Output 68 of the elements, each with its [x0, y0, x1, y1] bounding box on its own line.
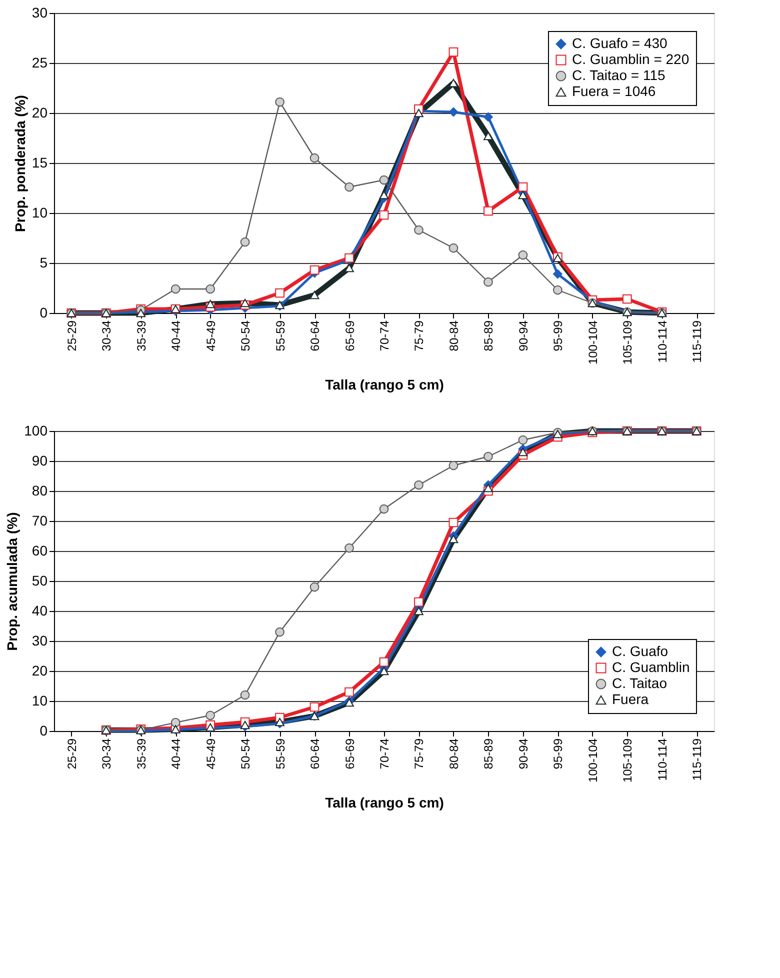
y-tick-label: 100 [24, 422, 48, 438]
x-tick-label: 85-89 [482, 738, 496, 770]
x-tick-label: 100-104 [586, 320, 600, 365]
x-tick-label: 85-89 [482, 320, 496, 352]
x-tick-label: 115-119 [690, 738, 704, 781]
x-tick-label: 90-94 [516, 320, 530, 352]
x-tick-label: 55-59 [273, 738, 288, 770]
x-tick-label: 100-104 [586, 738, 600, 783]
y-axis-title: Prop. ponderada (%) [12, 95, 28, 232]
legend-label: C. Taitao [612, 675, 668, 691]
x-tick-label: 60-64 [308, 320, 322, 352]
legend-label: C. Guafo [612, 643, 668, 659]
y-tick-label: 60 [32, 542, 48, 558]
x-tick-label: 80-84 [446, 320, 461, 352]
y-tick-label: 20 [32, 662, 48, 678]
x-tick-label: 105-109 [620, 320, 635, 365]
x-axis-title: Talla (rango 5 cm) [325, 794, 444, 811]
y-tick-label: 25 [32, 54, 48, 70]
x-tick-label: 75-79 [412, 738, 426, 770]
legend-label: C. Guamblin = 220 [572, 51, 690, 67]
legend-label: C. Guafo = 430 [572, 35, 668, 51]
x-tick-label: 95-99 [551, 738, 566, 770]
x-tick-label: 65-69 [342, 738, 357, 770]
legend-label: Fuera = 1046 [572, 83, 656, 99]
y-tick-label: 30 [32, 632, 48, 648]
y-tick-label: 80 [32, 482, 48, 498]
x-tick-label: 50-54 [238, 738, 253, 770]
x-tick-label: 70-74 [378, 320, 392, 352]
y-tick-label: 30 [32, 4, 48, 20]
x-tick-label: 110-114 [655, 738, 670, 781]
legend-label: C. Guamblin [612, 659, 690, 675]
x-tick-label: 45-49 [204, 738, 218, 770]
legend-label: C. Taitao = 115 [572, 67, 666, 83]
x-tick-label: 80-84 [446, 738, 461, 770]
x-tick-label: 30-34 [100, 738, 114, 770]
y-tick-label: 90 [32, 452, 48, 468]
x-tick-label: 115-119 [690, 320, 704, 363]
y-tick-label: 0 [40, 722, 48, 738]
x-tick-label: 45-49 [204, 320, 218, 352]
y-axis-title: Prop. acumulada (%) [4, 512, 20, 651]
x-tick-label: 25-29 [64, 738, 79, 770]
x-tick-label: 40-44 [169, 320, 184, 352]
y-tick-label: 15 [32, 154, 48, 170]
legend-label: Fuera [612, 691, 649, 707]
x-tick-label: 30-34 [100, 320, 114, 352]
y-tick-label: 5 [40, 254, 48, 270]
x-tick-label: 40-44 [169, 738, 184, 770]
x-axis-title: Talla (rango 5 cm) [325, 376, 444, 393]
x-tick-label: 60-64 [308, 738, 322, 770]
x-tick-label: 70-74 [378, 738, 392, 770]
x-tick-label: 105-109 [620, 738, 635, 783]
x-tick-label: 65-69 [342, 320, 357, 352]
y-tick-label: 10 [32, 204, 48, 220]
x-tick-label: 95-99 [551, 320, 566, 352]
x-tick-label: 55-59 [273, 320, 288, 352]
x-tick-label: 110-114 [655, 320, 670, 363]
x-tick-label: 35-39 [134, 738, 148, 770]
x-tick-label: 25-29 [64, 320, 79, 352]
y-tick-label: 40 [32, 602, 48, 618]
y-tick-label: 0 [40, 304, 48, 320]
y-tick-label: 20 [32, 104, 48, 120]
y-tick-label: 10 [32, 692, 48, 708]
y-tick-label: 50 [32, 572, 48, 588]
x-tick-label: 50-54 [238, 320, 253, 352]
x-tick-label: 75-79 [412, 320, 426, 352]
y-tick-label: 70 [32, 512, 48, 528]
x-tick-label: 35-39 [134, 320, 148, 352]
x-tick-label: 90-94 [516, 738, 530, 770]
